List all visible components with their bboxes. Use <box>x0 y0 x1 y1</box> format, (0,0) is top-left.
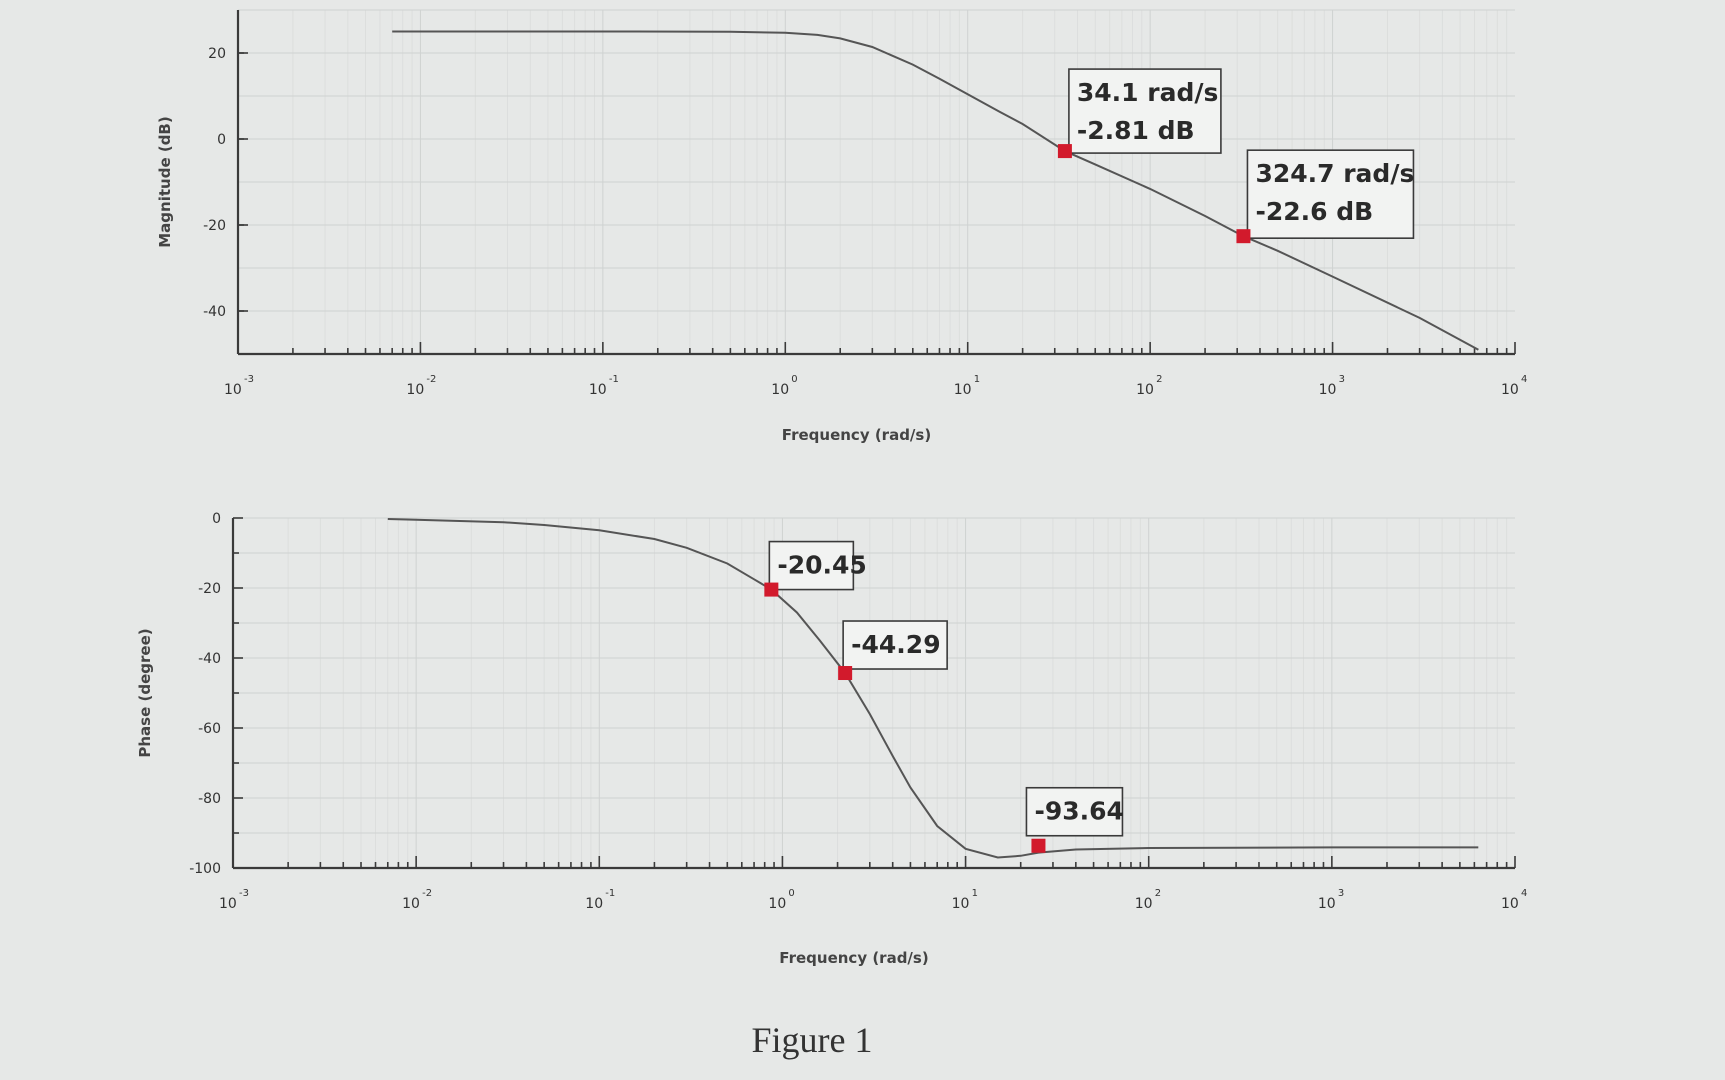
phase-y-tick-label: -60 <box>198 721 221 737</box>
magnitude-x-tick-label: 10 <box>589 382 607 398</box>
magnitude-x-tick-exponent: 3 <box>1339 374 1345 385</box>
magnitude-x-tick-label: 10 <box>224 382 242 398</box>
phase-x-tick-label: 10 <box>1135 896 1153 912</box>
magnitude-x-tick-exponent: -1 <box>609 374 619 385</box>
magnitude-x-tick-label: 10 <box>1319 382 1337 398</box>
magnitude-x-tick-exponent: -3 <box>244 374 254 385</box>
phase-x-axis-title: Frequency (rad/s) <box>779 949 928 967</box>
magnitude-x-tick-label: 10 <box>1501 382 1519 398</box>
phase-annotation-text: -44.29 <box>851 630 940 659</box>
phase-x-tick-exponent: 3 <box>1338 888 1344 899</box>
phase-x-tick-label: 10 <box>585 896 603 912</box>
magnitude-x-tick-exponent: 1 <box>974 374 980 385</box>
magnitude-annotation-box <box>1246 149 1415 239</box>
phase-x-tick-exponent: 1 <box>972 888 978 899</box>
phase-annotation-text: -20.45 <box>777 551 866 580</box>
phase-x-tick-label: 10 <box>219 896 237 912</box>
magnitude-marker <box>1057 144 1072 159</box>
magnitude-x-tick-label: 10 <box>771 382 789 398</box>
phase-x-tick-exponent: 4 <box>1521 888 1527 899</box>
phase-annotation-box <box>768 540 855 591</box>
magnitude-x-tick-label: 10 <box>406 382 424 398</box>
phase-x-tick-exponent: -2 <box>422 888 432 899</box>
phase-x-tick-label: 10 <box>768 896 786 912</box>
magnitude-x-tick-label: 10 <box>1136 382 1154 398</box>
phase-marker <box>1031 838 1046 853</box>
phase-x-tick-exponent: 0 <box>788 888 794 899</box>
magnitude-marker <box>1236 229 1251 244</box>
magnitude-y-tick-label: -40 <box>203 304 226 320</box>
phase-annotation-box <box>1025 786 1124 837</box>
phase-curve <box>387 518 1479 859</box>
magnitude-y-tick-label: 0 <box>217 132 226 148</box>
phase-y-tick-label: -40 <box>198 651 221 667</box>
phase-y-tick-label: 0 <box>212 511 221 527</box>
phase-y-axis-title: Phase (degree) <box>136 628 154 757</box>
magnitude-annotation-text: -22.6 dB <box>1255 197 1373 226</box>
phase-x-tick-exponent: -1 <box>605 888 615 899</box>
magnitude-annotation-text: -2.81 dB <box>1077 116 1195 145</box>
phase-annotation-text: -93.64 <box>1034 797 1123 826</box>
phase-marker <box>764 582 779 597</box>
phase-x-tick-label: 10 <box>1501 896 1519 912</box>
phase-x-tick-label: 10 <box>1318 896 1336 912</box>
phase-x-tick-label: 10 <box>952 896 970 912</box>
magnitude-plot: 10-310-210-1100101102103104200-20-40Freq… <box>156 9 1527 444</box>
magnitude-x-tick-exponent: -2 <box>426 374 436 385</box>
phase-y-tick-label: -20 <box>198 581 221 597</box>
magnitude-x-tick-label: 10 <box>954 382 972 398</box>
magnitude-x-tick-exponent: 0 <box>791 374 797 385</box>
phase-x-tick-label: 10 <box>402 896 420 912</box>
magnitude-x-tick-exponent: 4 <box>1521 374 1527 385</box>
phase-annotation-box <box>842 620 948 670</box>
magnitude-annotation-box <box>1068 68 1222 154</box>
magnitude-x-axis-title: Frequency (rad/s) <box>782 426 931 444</box>
magnitude-y-tick-label: -20 <box>203 218 226 234</box>
magnitude-curve <box>392 30 1479 351</box>
magnitude-y-tick-label: 20 <box>208 46 226 62</box>
phase-marker <box>838 666 853 681</box>
magnitude-annotation-text: 34.1 rad/s <box>1077 78 1219 107</box>
phase-plot: 10-310-210-11001011021031040-20-40-60-80… <box>136 511 1527 967</box>
phase-y-tick-label: -100 <box>189 861 221 877</box>
magnitude-annotation-text: 324.7 rad/s <box>1255 159 1414 188</box>
phase-y-tick-label: -80 <box>198 791 221 807</box>
phase-x-tick-exponent: -3 <box>239 888 249 899</box>
phase-x-tick-exponent: 2 <box>1155 888 1161 899</box>
magnitude-x-tick-exponent: 2 <box>1156 374 1162 385</box>
figure-caption: Figure 1 <box>752 1020 873 1060</box>
magnitude-y-axis-title: Magnitude (dB) <box>156 116 174 247</box>
